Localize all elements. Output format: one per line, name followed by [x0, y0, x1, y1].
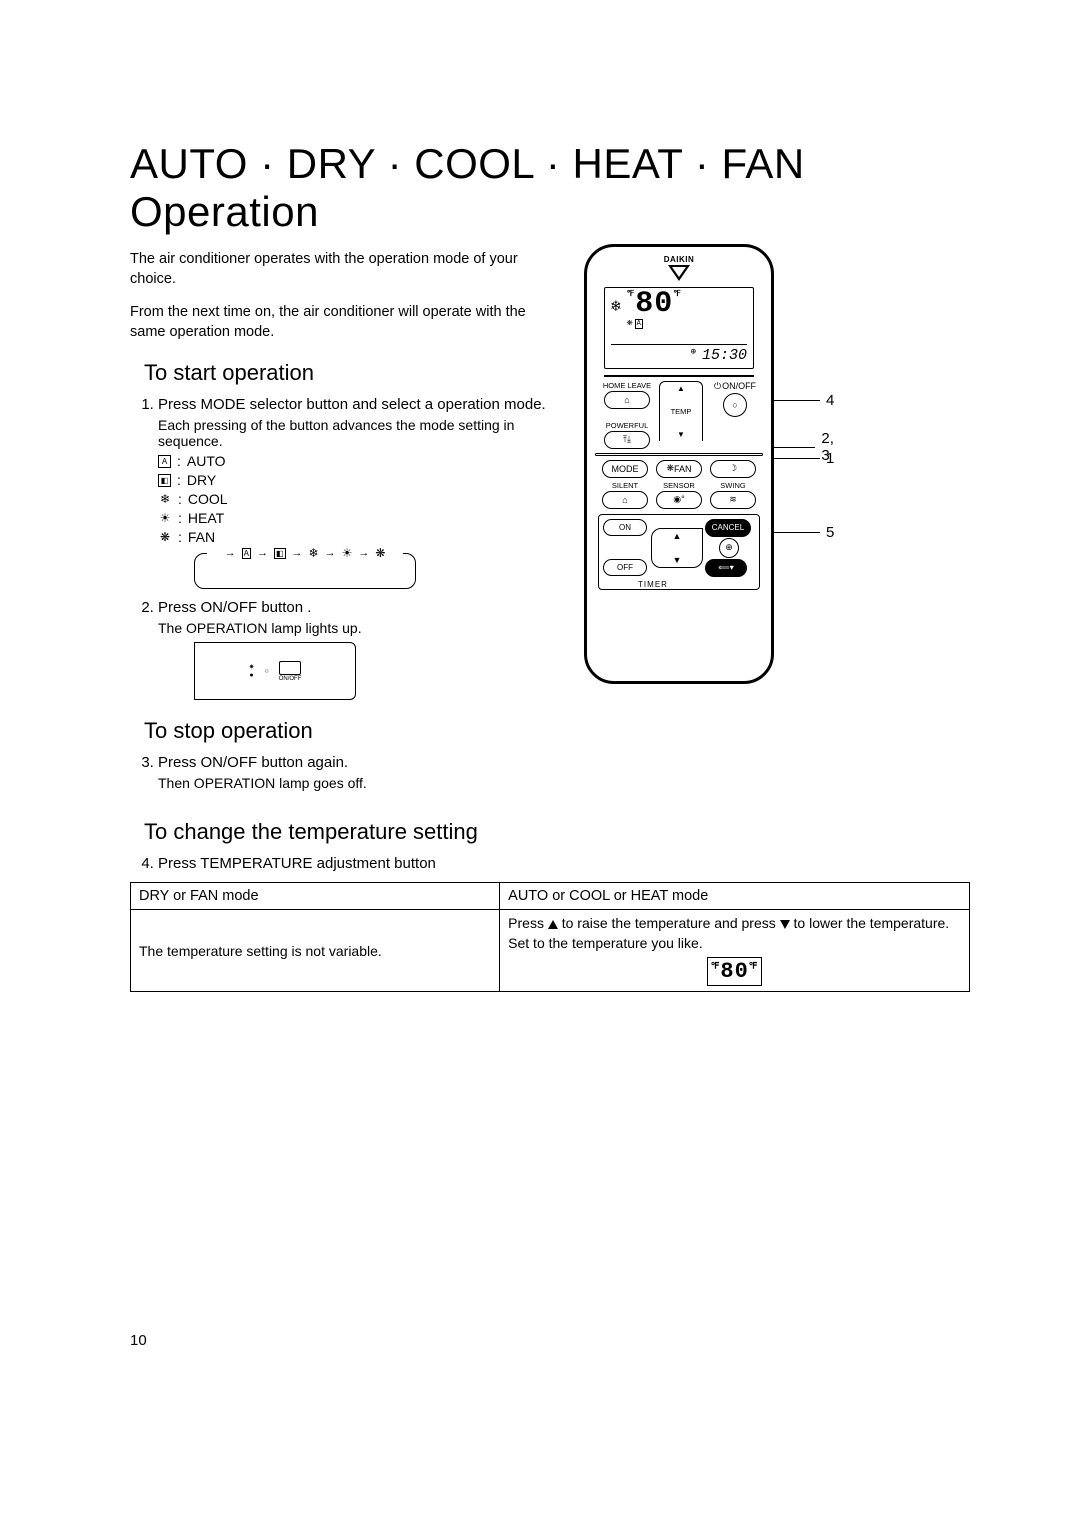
- mode-list: A: AUTO ◧: DRY ❄: COOL ☀: HEAT ❋: FAN: [158, 453, 570, 545]
- intro-text-1: The air conditioner operates with the op…: [130, 250, 560, 289]
- mode-icon-auto: A: [158, 455, 171, 468]
- down-arrow-icon: [780, 920, 790, 929]
- mode-button[interactable]: MODE: [602, 460, 648, 478]
- sensor-button[interactable]: ◉°: [656, 491, 702, 509]
- remote-body: DAIKIN ❄ ℉80℉ ❋A ⊕ 15:30: [584, 244, 774, 684]
- mode-icon-dry: ◧: [158, 474, 171, 487]
- remote-logo-icon: [668, 265, 690, 281]
- home-leave-button[interactable]: ⌂: [604, 391, 650, 409]
- indoor-unit-diagram: ✷● ○ ON/OFF: [194, 642, 356, 700]
- intro-text-2: From the next time on, the air condition…: [130, 303, 560, 342]
- remote-display-time: 15:30: [702, 347, 747, 364]
- timer-adjust[interactable]: ▲▼: [651, 528, 703, 568]
- quiet-button[interactable]: ☽: [710, 460, 756, 478]
- callout-1: 1: [772, 450, 834, 467]
- section-temp-heading: To change the temperature setting: [144, 819, 970, 845]
- remote-brand: DAIKIN: [664, 255, 695, 264]
- page-number: 10: [130, 1332, 970, 1349]
- table-body-col2: Press to raise the temperature and press…: [500, 910, 970, 992]
- callout-4: 4: [772, 392, 834, 409]
- fan-button[interactable]: ❋FAN: [656, 460, 702, 478]
- step-3-sub: Then OPERATION lamp goes off.: [158, 775, 570, 791]
- mode-icon-cool: ❄: [158, 492, 172, 506]
- up-arrow-icon: [548, 920, 558, 929]
- silent-button[interactable]: ⌂: [602, 491, 648, 509]
- callout-5: 5: [772, 524, 834, 541]
- step-1: Press MODE selector button and select a …: [158, 396, 570, 589]
- temp-display-example: ℉80℉: [707, 957, 763, 986]
- timer-on-button[interactable]: ON: [603, 519, 647, 536]
- timer-off-button[interactable]: OFF: [603, 559, 647, 576]
- mode-icon-fan: ❋: [158, 530, 172, 544]
- step-1-sub: Each pressing of the button advances the…: [158, 417, 570, 449]
- step-2: Press ON/OFF button . The OPERATION lamp…: [158, 599, 570, 700]
- clock-set-button[interactable]: ⟸▾: [705, 559, 747, 577]
- temperature-setting-table: DRY or FAN mode AUTO or COOL or HEAT mod…: [130, 882, 970, 992]
- swing-button[interactable]: ≋: [710, 491, 756, 509]
- table-head-col1: DRY or FAN mode: [131, 883, 500, 910]
- section-start-heading: To start operation: [144, 360, 570, 386]
- table-body-col1: The temperature setting is not variable.: [131, 910, 500, 992]
- onoff-button[interactable]: ○: [723, 393, 747, 417]
- clock-button[interactable]: ⊕: [719, 538, 739, 558]
- step-3: Press ON/OFF button again. Then OPERATIO…: [158, 754, 570, 791]
- remote-display: ❄ ℉80℉ ❋A ⊕ 15:30: [604, 287, 754, 369]
- temp-buttons[interactable]: ▲ TEMP ▼: [659, 381, 703, 441]
- step-4: Press TEMPERATURE adjustment button: [158, 855, 970, 872]
- powerful-button[interactable]: ⤒⤓: [604, 431, 650, 449]
- page-title: AUTO · DRY · COOL · HEAT · FAN Operation: [130, 140, 970, 236]
- step-2-sub: The OPERATION lamp lights up.: [158, 620, 570, 636]
- table-head-col2: AUTO or COOL or HEAT mode: [500, 883, 970, 910]
- mode-icon-heat: ☀: [158, 511, 172, 525]
- cancel-button[interactable]: CANCEL: [705, 519, 751, 537]
- section-stop-heading: To stop operation: [144, 718, 570, 744]
- mode-cycle-diagram: →A →◧ →❄ →☀ →❋: [194, 553, 416, 589]
